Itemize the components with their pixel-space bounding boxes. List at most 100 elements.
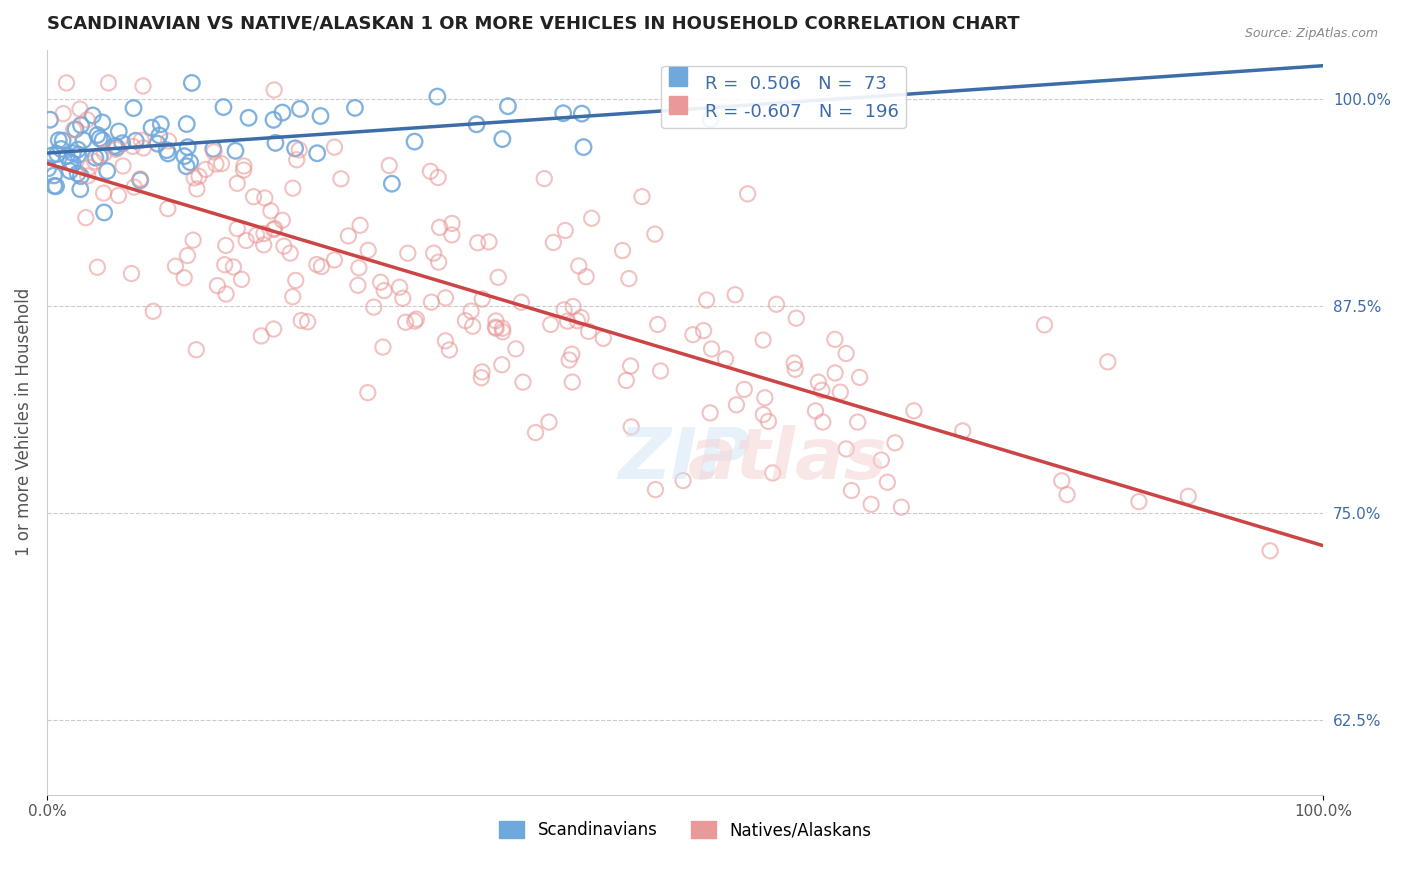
Point <box>486 270 509 285</box>
Point <box>82 108 104 122</box>
Point <box>271 213 294 227</box>
Point <box>724 287 747 301</box>
Point <box>440 227 463 242</box>
Point <box>93 205 115 219</box>
Point <box>129 173 152 187</box>
Point <box>471 365 494 379</box>
Point <box>176 159 198 173</box>
Point <box>103 139 125 153</box>
Point <box>173 270 195 285</box>
Point <box>226 221 249 235</box>
Point <box>62 146 84 161</box>
Point <box>215 238 238 252</box>
Point <box>242 190 264 204</box>
Point <box>62 122 84 136</box>
Point <box>67 148 90 162</box>
Point <box>273 239 295 253</box>
Point <box>245 228 267 243</box>
Point <box>496 99 519 113</box>
Point <box>824 332 846 346</box>
Point <box>132 78 155 93</box>
Point <box>471 292 494 306</box>
Point <box>37 161 59 176</box>
Point <box>420 295 443 310</box>
Point <box>752 408 775 422</box>
Point <box>132 141 155 155</box>
Y-axis label: 1 or more Vehicles in Household: 1 or more Vehicles in Household <box>15 288 32 557</box>
Point <box>176 140 198 154</box>
Point <box>149 117 172 131</box>
Point <box>454 314 477 328</box>
Point <box>284 141 307 155</box>
Point <box>66 143 89 157</box>
Point <box>142 304 165 318</box>
Point <box>811 415 834 429</box>
Point <box>571 106 593 120</box>
Point <box>89 150 111 164</box>
Point <box>238 111 260 125</box>
Point <box>39 112 62 127</box>
Point <box>186 182 208 196</box>
Point <box>222 260 245 274</box>
Point <box>224 144 246 158</box>
Point <box>561 347 583 361</box>
Point <box>46 147 69 161</box>
Point <box>1056 488 1078 502</box>
Point <box>96 164 118 178</box>
Point <box>72 133 94 147</box>
Point <box>41 148 63 162</box>
Point <box>568 259 591 273</box>
Point <box>373 284 395 298</box>
Point <box>232 159 254 173</box>
Point <box>149 117 172 131</box>
Point <box>297 315 319 329</box>
Point <box>537 415 560 429</box>
Point <box>271 105 294 120</box>
Point <box>93 186 115 200</box>
Point <box>692 324 714 338</box>
Point <box>419 164 441 178</box>
Point <box>578 325 600 339</box>
Point <box>614 373 637 387</box>
Point <box>952 424 974 438</box>
Point <box>491 132 513 146</box>
Point <box>148 128 170 143</box>
Point <box>194 162 217 177</box>
Point <box>231 272 253 286</box>
Point <box>253 237 276 252</box>
Point <box>830 385 852 400</box>
Point <box>553 106 575 120</box>
Point <box>572 140 595 154</box>
Point <box>91 133 114 147</box>
Point <box>491 358 513 372</box>
Point <box>183 170 205 185</box>
Point <box>59 155 82 169</box>
Point <box>260 203 283 218</box>
Point <box>439 343 461 357</box>
Point <box>533 171 555 186</box>
Point <box>173 149 195 163</box>
Point <box>426 89 449 103</box>
Point <box>214 258 236 272</box>
Point <box>467 235 489 250</box>
Point <box>357 385 380 400</box>
Point <box>543 235 565 250</box>
Point <box>620 359 643 373</box>
Point <box>404 314 426 328</box>
Point <box>305 258 328 272</box>
Point <box>107 124 129 138</box>
Point <box>52 134 75 148</box>
Point <box>491 321 513 335</box>
Point <box>460 304 482 318</box>
Point <box>1258 543 1281 558</box>
Point <box>165 259 187 273</box>
Point <box>121 267 143 281</box>
Point <box>434 334 457 348</box>
Point <box>569 310 592 325</box>
Point <box>278 246 301 260</box>
Point <box>107 188 129 202</box>
Point <box>427 170 450 185</box>
Point <box>884 435 907 450</box>
Point <box>253 191 276 205</box>
Point <box>263 221 285 235</box>
